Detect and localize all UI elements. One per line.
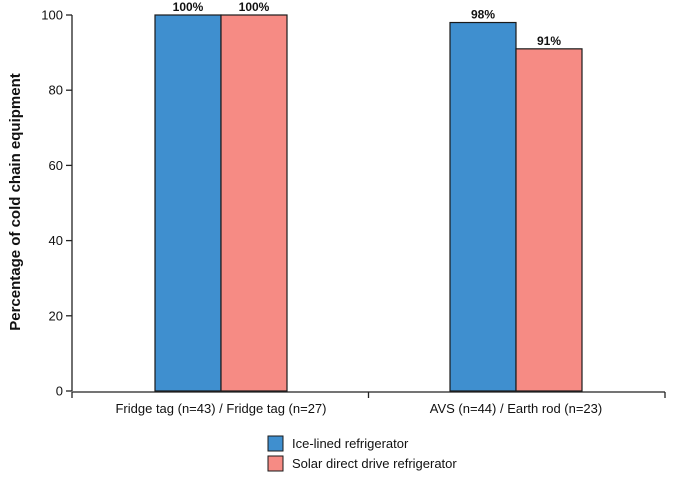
bar: [154, 14, 222, 392]
legend-label: Solar direct drive refrigerator: [292, 456, 457, 471]
x-tick-label: AVS (n=44) / Earth rod (n=23): [430, 401, 602, 416]
bar: [220, 14, 288, 392]
legend-swatch: [267, 455, 284, 472]
y-tick-label: 0: [56, 384, 63, 399]
y-axis: 0 20 40 60 80 100: [41, 8, 73, 399]
data-label: 91%: [537, 34, 561, 48]
legend-swatch: [267, 435, 284, 452]
bars-group: [154, 14, 583, 392]
y-tick-label: 100: [41, 8, 63, 23]
y-tick-label: 60: [49, 158, 63, 173]
data-label: 98%: [471, 8, 495, 22]
y-tick-label: 40: [49, 233, 63, 248]
bar: [515, 48, 583, 392]
data-label: 100%: [239, 0, 270, 14]
data-label: 100%: [173, 0, 204, 14]
x-axis: Fridge tag (n=43) / Fridge tag (n=27) AVS…: [71, 391, 666, 416]
y-tick-label: 20: [49, 308, 63, 323]
y-axis-label: Percentage of cold chain equipment: [7, 73, 24, 331]
data-labels-group: 100% 100% 98% 91%: [173, 0, 562, 48]
legend: Ice-lined refrigerator Solar direct drive…: [267, 435, 457, 472]
bar: [449, 21, 517, 392]
x-tick-label: Fridge tag (n=43) / Fridge tag (n=27): [115, 401, 326, 416]
y-tick-label: 80: [49, 83, 63, 98]
legend-label: Ice-lined refrigerator: [292, 436, 409, 451]
